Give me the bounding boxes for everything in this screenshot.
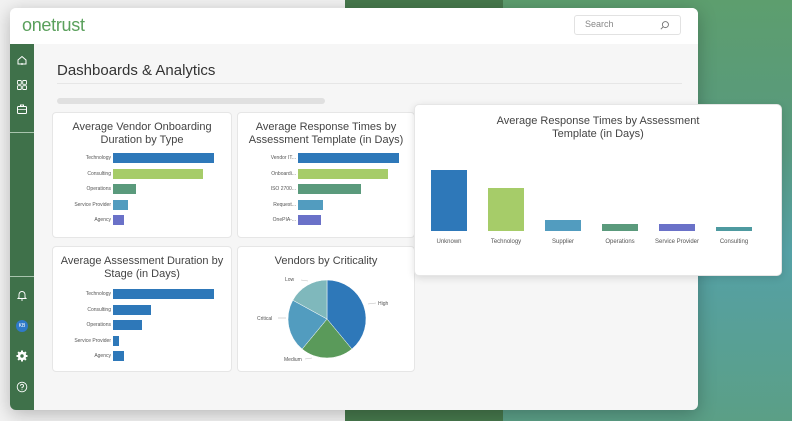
pie-label-critical: Critical [257,316,273,322]
chart-card-response-times-template[interactable]: Average Response Times by Assessment Tem… [237,112,415,238]
bar[interactable] [113,215,125,225]
search-input[interactable]: Search [574,15,681,35]
bar-label: Operations [86,186,111,192]
bar-row: Onboardi... [238,168,414,179]
bar-label: Technology [85,155,111,161]
top-bar: onetrust Search [10,8,698,44]
bar[interactable] [545,220,581,231]
page-title: Dashboards & Analytics [57,62,216,79]
pie-slice-high[interactable] [326,279,366,350]
bar[interactable] [113,351,125,361]
bar-row: Agency [53,351,231,361]
pie-label-medium: Medium [284,357,302,363]
loading-skeleton [57,98,325,104]
vbar-chart: Unknown Technology Supplier Operations Servi… [415,169,783,245]
bar-label: Consulting [719,239,749,245]
bar-label: OnePIA-... [272,217,296,223]
bar-row: Operations [53,184,231,194]
grid-icon[interactable] [16,79,28,91]
sidebar-divider [10,276,34,277]
bar[interactable] [431,170,467,231]
chart-card-response-times-expanded[interactable]: Average Response Times by Assessment Tem… [414,104,782,276]
bar[interactable] [298,153,399,163]
bar-label: Service Provider [654,239,699,245]
bar-label: Consulting [87,170,111,177]
bar[interactable] [113,320,143,330]
chart-title: Average Vendor Onboarding Duration by Ty… [72,121,212,146]
bar-label: Operations [86,322,111,328]
chart-card-vendors-by-criticality[interactable]: Vendors by Criticality Low High Critical… [237,246,415,372]
bar-label: Request... [273,201,296,208]
bar-row: Consulting [53,168,231,179]
app-window: onetrust Search [10,8,698,410]
chart-title: Average Response Times by Assessment Tem… [496,115,700,140]
bar-row: Technology [53,289,231,299]
home-icon[interactable] [16,54,28,66]
chart-title: Vendors by Criticality [274,255,378,267]
pie-slice-critical[interactable] [288,299,328,350]
bar-label: Technology [85,291,111,297]
pie-label-low: Low [285,277,295,283]
gear-icon[interactable] [16,350,28,362]
bar[interactable] [113,199,129,210]
bar-row: Consulting [53,304,231,315]
pie-chart [288,279,366,359]
bar-label: Vendor IT... [270,155,296,161]
bar-label: ISO 2700... [270,186,296,192]
pie-slice-low[interactable] [292,279,328,320]
search-icon[interactable] [659,20,670,31]
bar[interactable] [298,199,324,210]
bar-label: Agency [94,353,111,359]
bar[interactable] [298,184,361,194]
bar-label: Onboardi... [271,170,296,177]
bar-row: Technology [53,153,231,163]
chart-card-vendor-onboarding[interactable]: Average Vendor Onboarding Duration by Ty… [52,112,232,238]
pie-label-high: High [378,301,389,307]
chart-title: Average Assessment Duration by Stage (in… [60,255,224,280]
onetrust-logo[interactable]: onetrust [22,15,85,35]
bar-row: ISO 2700... [238,184,414,194]
bar-row: Service Provider [53,199,231,210]
bar[interactable] [113,289,214,299]
bar-row: Service Provider [53,335,231,346]
briefcase-icon[interactable] [16,103,28,115]
pie-leader-lines [278,279,377,360]
bar[interactable] [113,168,203,179]
bar[interactable] [113,304,152,315]
bar-row: Vendor IT... [238,153,414,163]
bar-label: Supplier [551,239,574,245]
bar-label: Consulting [87,306,111,313]
bar[interactable] [113,335,120,346]
bar[interactable] [298,215,322,225]
sidebar-divider [10,132,34,133]
avatar[interactable]: KB [16,320,28,332]
bar-row: Request... [238,199,414,210]
bar[interactable] [113,184,137,194]
bar[interactable] [659,223,695,231]
chart-title: Average Response Times by Assessment Tem… [248,121,404,146]
sidebar: KB [10,44,34,410]
bar-row: Operations [53,320,231,330]
bar[interactable] [113,153,214,163]
bar-row: OnePIA-... [238,215,414,225]
bar-label: Unknown [436,239,462,245]
pie-slice-medium[interactable] [301,318,353,359]
bar[interactable] [602,223,638,231]
bar-row: Agency [53,215,231,225]
bar-label: Operations [605,239,635,245]
bell-icon[interactable] [16,289,28,301]
bar[interactable] [488,187,524,231]
bar-label: Technology [490,239,522,245]
bar-label: Service Provider [74,201,111,208]
bar[interactable] [716,227,752,231]
chart-card-assessment-duration[interactable]: Average Assessment Duration by Stage (in… [52,246,232,372]
bar[interactable] [298,168,388,179]
title-divider [57,83,682,84]
bar-label: Service Provider [74,337,111,344]
bar-label: Agency [94,217,111,223]
search-placeholder: Search [585,19,614,29]
help-icon[interactable] [16,381,28,393]
